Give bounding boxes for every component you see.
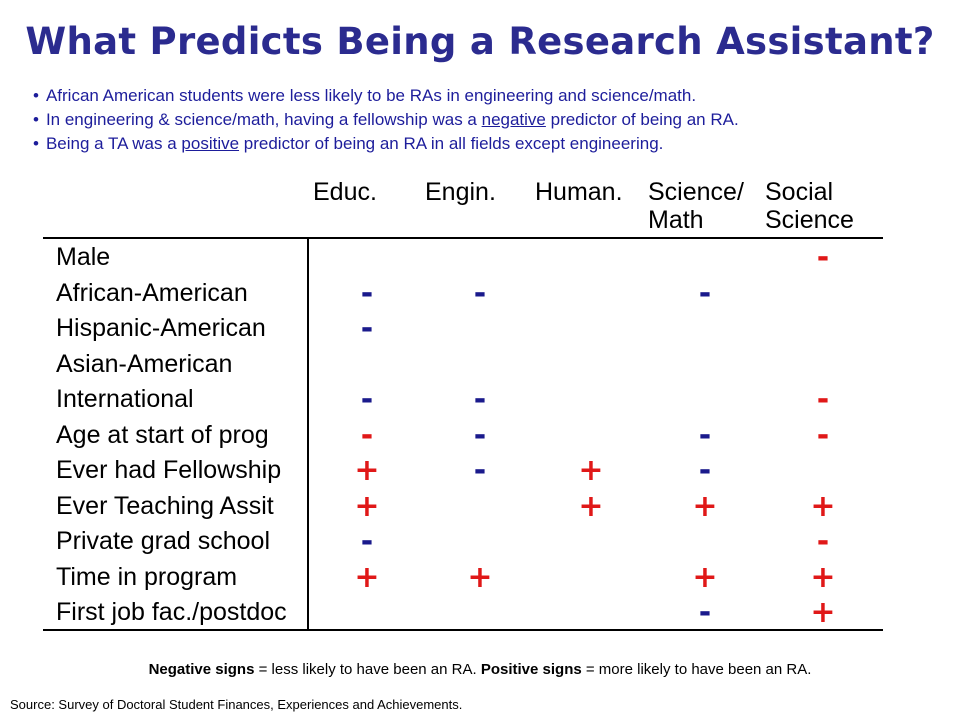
negative-sign: - [473,417,487,453]
negative-sign: - [816,382,830,417]
negative-sign: - [698,417,712,453]
negative-sign: - [816,417,830,453]
positive-sign: + [354,559,380,595]
positive-sign: + [467,559,493,595]
row-label: Age at start of prog [56,420,269,449]
negative-sign: - [698,453,712,488]
finding-text: African American students were less like… [45,86,697,105]
negative-sign: - [473,275,487,311]
negative-sign: - [360,382,374,417]
page-title: What Predicts Being a Research Assistant… [25,20,935,63]
row-label: Ever had Fellowship [56,456,282,484]
finding-item: Being a TA was a positive predictor of b… [33,132,933,156]
positive-sign: + [578,453,604,488]
negative-sign: - [473,382,487,417]
negative-sign: - [360,524,374,559]
negative-sign: - [360,275,374,311]
legend-negative-label: Negative signs [148,661,255,678]
negative-sign: - [360,311,374,346]
legend-positive-label: Positive signs [480,661,582,678]
table-label-divider [307,237,309,631]
negative-sign: - [816,524,830,559]
column-header-social-science: Social Science [765,178,854,234]
positive-sign: + [354,453,380,488]
legend-positive-text: = more likely to have been an RA. [581,661,812,678]
sign-legend: Negative signs = less likely to have bee… [0,661,960,678]
positive-sign: + [810,559,836,595]
row-label: Asian-American [56,349,233,378]
finding-text: Being a TA was a [45,134,182,153]
source-note: Source: Survey of Doctoral Student Finan… [10,697,463,712]
finding-text: predictor of being an RA in all fields e… [239,134,664,153]
positive-sign: + [810,595,836,630]
positive-sign: + [692,488,718,524]
finding-text: In engineering & science/math, having a … [45,110,482,129]
finding-item: African American students were less like… [33,84,933,108]
negative-sign: - [360,417,374,453]
negative-sign: - [816,240,830,275]
positive-sign: + [692,559,718,595]
row-label: Male [56,243,111,271]
row-label: Time in program [56,562,238,591]
negative-sign: - [473,453,487,488]
column-header-human: Human. [535,178,623,206]
column-header-engin: Engin. [425,178,496,206]
column-header-science-math: Science/ Math [648,178,744,234]
negative-sign: - [698,595,712,630]
positive-sign: + [354,488,380,524]
finding-text: predictor of being an RA. [545,110,739,129]
positive-sign: + [578,488,604,524]
row-label: Hispanic-American [56,314,266,342]
row-label: African-American [56,278,248,307]
row-label: Private grad school [56,527,271,555]
finding-item: In engineering & science/math, having a … [33,108,933,132]
findings-list: African American students were less like… [33,84,933,156]
row-label: First job fac./postdoc [56,598,287,626]
negative-sign: - [698,275,712,311]
row-label: International [56,385,194,413]
legend-negative-text: = less likely to have been an RA. [254,661,481,678]
table-bottom-rule [43,629,883,631]
finding-emphasis: negative [481,110,546,129]
positive-sign: + [810,488,836,524]
finding-emphasis: positive [181,134,240,153]
row-label: Ever Teaching Assit [56,491,274,520]
column-header-educ: Educ. [313,178,377,206]
table-top-rule [43,237,883,239]
